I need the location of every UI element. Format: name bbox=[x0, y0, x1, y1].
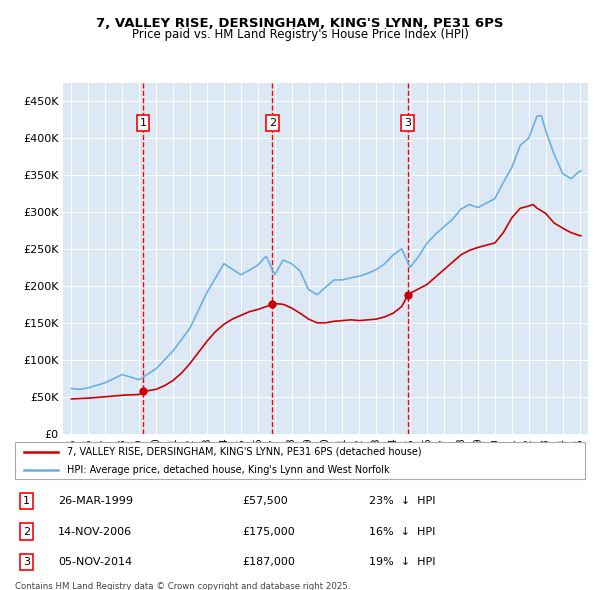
Text: 3: 3 bbox=[404, 118, 411, 128]
Text: HPI: Average price, detached house, King's Lynn and West Norfolk: HPI: Average price, detached house, King… bbox=[67, 466, 389, 476]
Text: 26-MAR-1999: 26-MAR-1999 bbox=[58, 496, 133, 506]
Text: £57,500: £57,500 bbox=[242, 496, 288, 506]
Text: 05-NOV-2014: 05-NOV-2014 bbox=[58, 557, 132, 567]
Text: 23%  ↓  HPI: 23% ↓ HPI bbox=[369, 496, 436, 506]
Text: 19%  ↓  HPI: 19% ↓ HPI bbox=[369, 557, 436, 567]
Text: 3: 3 bbox=[23, 557, 30, 567]
Text: 2: 2 bbox=[269, 118, 276, 128]
Text: 16%  ↓  HPI: 16% ↓ HPI bbox=[369, 527, 436, 536]
Text: Price paid vs. HM Land Registry's House Price Index (HPI): Price paid vs. HM Land Registry's House … bbox=[131, 28, 469, 41]
Text: 1: 1 bbox=[23, 496, 30, 506]
Text: Contains HM Land Registry data © Crown copyright and database right 2025.
This d: Contains HM Land Registry data © Crown c… bbox=[15, 582, 350, 590]
FancyBboxPatch shape bbox=[15, 442, 585, 479]
Text: 2: 2 bbox=[23, 527, 30, 536]
Text: 14-NOV-2006: 14-NOV-2006 bbox=[58, 527, 132, 536]
Text: 1: 1 bbox=[140, 118, 146, 128]
Text: £187,000: £187,000 bbox=[242, 557, 295, 567]
Text: 7, VALLEY RISE, DERSINGHAM, KING'S LYNN, PE31 6PS (detached house): 7, VALLEY RISE, DERSINGHAM, KING'S LYNN,… bbox=[67, 447, 421, 457]
Text: £175,000: £175,000 bbox=[242, 527, 295, 536]
Text: 7, VALLEY RISE, DERSINGHAM, KING'S LYNN, PE31 6PS: 7, VALLEY RISE, DERSINGHAM, KING'S LYNN,… bbox=[96, 17, 504, 30]
